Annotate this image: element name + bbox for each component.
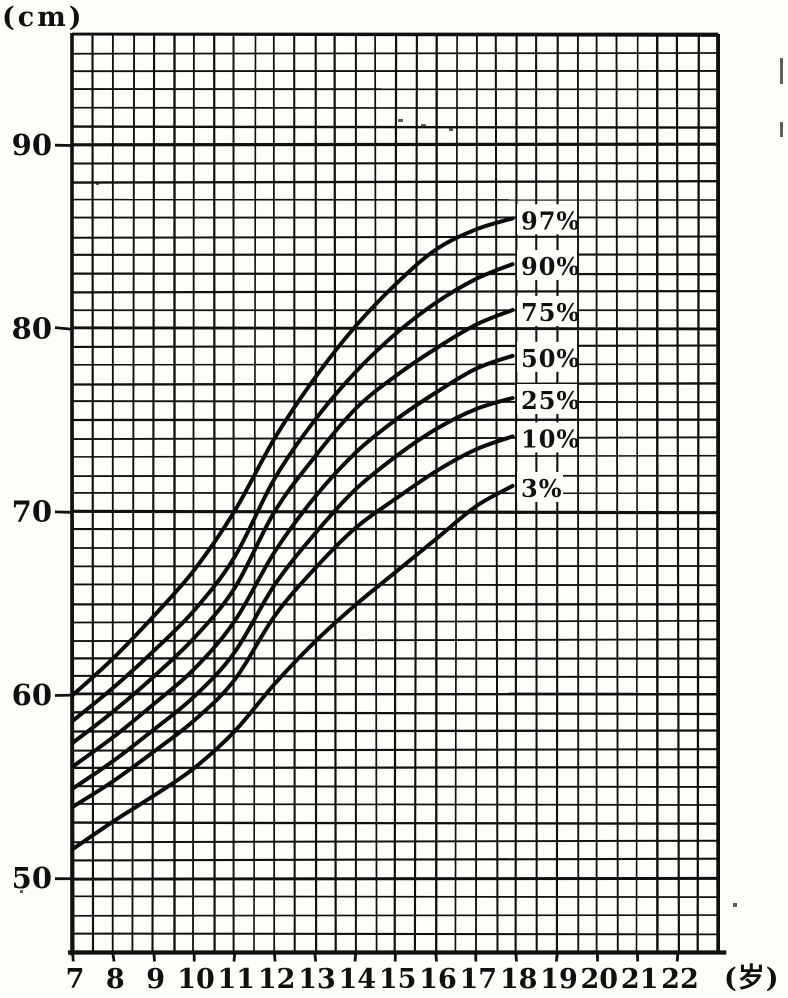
grid-line-horizontal <box>72 272 718 276</box>
scan-speck <box>780 122 783 137</box>
scan-speck <box>449 128 453 131</box>
x-tick-label: 22 <box>661 964 699 995</box>
y-tick-label: 80 <box>12 311 52 345</box>
x-tick-label: 14 <box>339 964 377 995</box>
x-axis-tick <box>514 952 518 962</box>
grid-line-horizontal <box>72 106 718 110</box>
grid-line-horizontal <box>71 748 719 752</box>
curve-label-backdrop-97 <box>517 204 577 235</box>
x-tick-label: 16 <box>419 964 457 995</box>
percentile-curve-97 <box>71 216 515 697</box>
x-axis-tick <box>434 952 438 962</box>
curve-label-97: 97% <box>521 206 580 235</box>
x-tick-label: 20 <box>581 964 619 995</box>
grid-line-horizontal <box>72 363 718 366</box>
x-tick-label: 10 <box>177 964 215 995</box>
x-tick-label: 18 <box>500 964 538 995</box>
curve-label-90: 90% <box>521 252 580 281</box>
x-axis-tick <box>353 952 358 962</box>
percentile-curve-90 <box>71 262 515 723</box>
curve-label-backdrop-90 <box>517 250 577 281</box>
grid-line-horizontal <box>70 729 718 733</box>
grid-line-horizontal <box>71 52 719 55</box>
y-tick-label: 50 <box>12 861 52 895</box>
grid-line-horizontal <box>72 914 718 917</box>
grid-line-horizontal <box>71 583 718 587</box>
x-axis-tick <box>555 952 559 962</box>
grid-line-horizontal <box>71 382 719 386</box>
y-axis-unit-label: (cm) <box>2 2 85 33</box>
x-tick-label: 19 <box>540 964 578 995</box>
y-axis-tick <box>54 326 72 331</box>
x-tick-label: 13 <box>298 964 336 995</box>
x-axis-tick <box>152 952 156 962</box>
x-tick-label: 21 <box>621 964 659 995</box>
y-tick-label: 90 <box>12 128 52 162</box>
curve-label-backdrop-50 <box>517 341 577 372</box>
grid-line-horizontal <box>70 803 719 806</box>
curve-label-backdrop-75 <box>517 296 577 326</box>
percentile-curve-3 <box>71 483 515 851</box>
grid-line-horizontal <box>71 821 720 825</box>
curve-label-75: 75% <box>521 298 580 327</box>
grid-line-vertical <box>393 35 398 953</box>
grid-line-horizontal <box>72 289 718 294</box>
x-tick-label: 9 <box>146 964 165 995</box>
curve-label-10: 10% <box>521 424 580 453</box>
x-tick-label: 11 <box>218 964 256 995</box>
x-axis-tick <box>232 952 237 962</box>
percentile-curve-10 <box>71 434 515 809</box>
percentile-curve-75 <box>71 308 515 745</box>
curve-label-backdrop-25 <box>517 384 577 414</box>
x-tick-label: 17 <box>460 964 498 995</box>
grid-line-major-horizontal <box>72 326 720 331</box>
x-tick-label: 7 <box>66 964 85 995</box>
scan-speck <box>20 890 23 893</box>
grid-line-horizontal <box>72 857 719 862</box>
grid-line-horizontal <box>72 125 718 129</box>
x-tick-label: 15 <box>379 964 417 995</box>
grid-line-horizontal <box>71 785 718 788</box>
x-axis-tick <box>313 952 318 962</box>
x-axis-tick <box>273 952 277 962</box>
y-tick-label: 70 <box>12 495 52 529</box>
x-axis-tick <box>675 952 680 962</box>
grid-line-horizontal <box>71 619 719 624</box>
grid-line-major-horizontal <box>70 876 718 881</box>
curve-label-50: 50% <box>521 344 580 373</box>
percentile-curve-50 <box>71 353 515 769</box>
grid-line-horizontal <box>71 344 719 348</box>
curve-label-25: 25% <box>521 386 580 415</box>
curve-label-backdrop-3 <box>517 471 563 502</box>
grid-line-horizontal <box>71 766 718 770</box>
grid-line-horizontal <box>72 400 718 404</box>
scan-speck <box>398 119 403 122</box>
x-tick-label: 8 <box>106 964 125 995</box>
grid-line-horizontal <box>72 839 718 844</box>
x-axis-tick <box>111 952 116 962</box>
scan-speck <box>96 182 99 185</box>
curve-label-backdrop-10 <box>517 422 577 453</box>
grid-line-major-horizontal <box>71 509 719 515</box>
grid-line-horizontal <box>71 180 720 184</box>
grid-line-horizontal <box>71 895 719 898</box>
scan-speck <box>733 903 737 907</box>
x-tick-label: 12 <box>258 964 296 995</box>
grid-line-horizontal <box>72 674 719 679</box>
y-tick-label: 60 <box>12 678 52 712</box>
curve-label-3: 3% <box>521 474 563 503</box>
grid-line-horizontal <box>71 932 719 936</box>
grid-line-horizontal <box>71 638 718 643</box>
scan-speck <box>421 124 426 127</box>
grid-line-horizontal <box>71 235 719 239</box>
x-axis-unit-label: (岁) <box>724 963 780 994</box>
percentile-curve-25 <box>71 396 515 791</box>
scan-speck <box>780 58 783 84</box>
grid-line-horizontal <box>71 711 718 716</box>
grid-line-horizontal <box>71 436 718 441</box>
grid-line-major-horizontal <box>71 142 719 147</box>
